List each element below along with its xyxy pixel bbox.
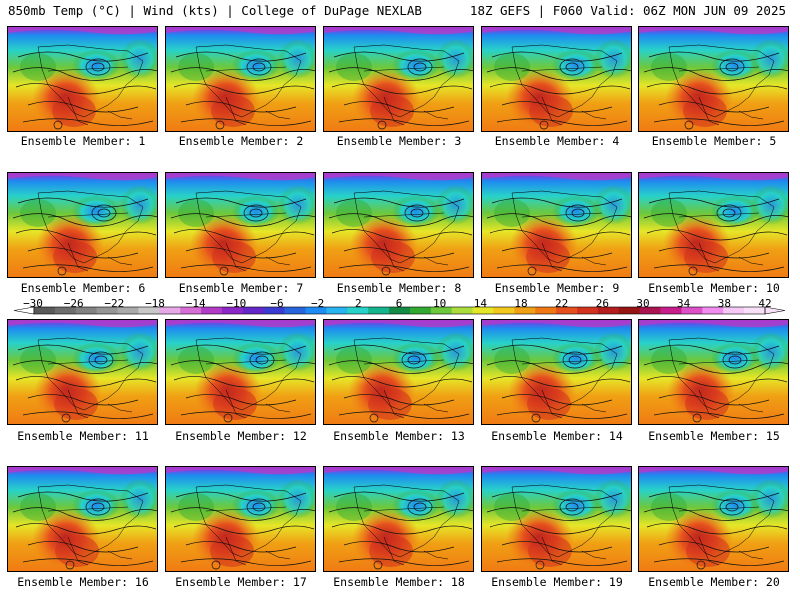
colorbar-tick-label: 26	[595, 297, 609, 310]
colorbar-tick-label: 10	[433, 297, 447, 310]
colorbar-swatch	[681, 307, 703, 314]
ensemble-member-map	[638, 172, 789, 278]
colorbar-swatch	[597, 307, 620, 314]
ensemble-member-label: Ensemble Member: 11	[17, 429, 149, 443]
colorbar-tick-label: −30	[23, 297, 43, 310]
colorbar-tick-label: 2	[355, 297, 362, 310]
ensemble-member-map	[7, 26, 158, 132]
ensemble-member-map	[481, 172, 632, 278]
colorbar-swatch	[556, 307, 578, 314]
ensemble-member-map	[323, 172, 474, 278]
colorbar-tick-label: 42	[758, 297, 772, 310]
colorbar-tick-label: 22	[555, 297, 569, 310]
colorbar-swatch	[117, 307, 139, 314]
colorbar-swatch	[723, 307, 745, 314]
run-valid-time: 18Z GEFS | F060 Valid: 06Z MON JUN 09 20…	[469, 3, 786, 18]
colorbar-swatch	[201, 307, 223, 314]
ensemble-member-label: Ensemble Member: 15	[648, 429, 780, 443]
chart-title: 850mb Temp (°C) | Wind (kts) | College o…	[8, 3, 422, 18]
ensemble-member-label: Ensemble Member: 5	[651, 134, 777, 148]
colorbar-tick-label: 6	[395, 297, 403, 310]
ensemble-member-label: Ensemble Member: 1	[20, 134, 146, 148]
ensemble-member-label: Ensemble Member: 12	[175, 429, 307, 443]
ensemble-member-map	[7, 172, 158, 278]
colorbar-tick-label: −6	[270, 297, 284, 310]
colorbar-swatch	[326, 307, 348, 314]
colorbar-tick-label: 14	[473, 297, 487, 310]
ensemble-member-map	[323, 319, 474, 425]
colorbar-tick-label: −26	[63, 297, 84, 310]
ensemble-member-map	[638, 26, 789, 132]
colorbar-swatch	[493, 307, 515, 314]
ensemble-member-label: Ensemble Member: 18	[333, 575, 465, 589]
temperature-colorbar	[13, 306, 786, 315]
colorbar-swatch	[138, 307, 160, 314]
ensemble-member-map	[165, 319, 316, 425]
ensemble-member-label: Ensemble Member: 14	[491, 429, 623, 443]
ensemble-member-label: Ensemble Member: 3	[336, 134, 462, 148]
colorbar-swatch	[389, 307, 411, 314]
ensemble-member-label: Ensemble Member: 7	[178, 281, 304, 295]
colorbar-tick-label: −14	[185, 297, 206, 310]
colorbar-swatch	[347, 307, 369, 314]
ensemble-member-map	[323, 26, 474, 132]
ensemble-member-label: Ensemble Member: 6	[20, 281, 146, 295]
ensemble-member-label: Ensemble Member: 4	[494, 134, 620, 148]
colorbar-swatch	[221, 307, 244, 314]
colorbar-tick-label: −22	[104, 297, 125, 310]
colorbar-swatch	[514, 307, 536, 314]
ensemble-member-map	[165, 466, 316, 572]
ensemble-member-map	[481, 319, 632, 425]
colorbar-tick-label: −18	[145, 297, 165, 310]
ensemble-member-label: Ensemble Member: 9	[494, 281, 620, 295]
colorbar-tick-label: 18	[514, 297, 528, 310]
colorbar-swatch	[577, 307, 599, 314]
colorbar-swatch	[472, 307, 494, 314]
colorbar-swatch	[660, 307, 682, 314]
ensemble-member-map	[638, 466, 789, 572]
ensemble-member-label: Ensemble Member: 17	[175, 575, 307, 589]
colorbar-swatch	[305, 307, 327, 314]
colorbar-swatch	[368, 307, 390, 314]
colorbar-tick-label: 38	[717, 297, 731, 310]
colorbar-tick-label: 30	[636, 297, 650, 310]
colorbar-swatch	[96, 307, 118, 314]
ensemble-member-map	[7, 319, 158, 425]
colorbar-swatch	[34, 307, 56, 314]
colorbar-swatch	[54, 307, 77, 314]
ensemble-member-map	[481, 466, 632, 572]
ensemble-member-map	[481, 26, 632, 132]
colorbar-swatch	[75, 307, 97, 314]
colorbar-swatch	[744, 307, 766, 314]
colorbar-tick-label: 34	[677, 297, 691, 310]
ensemble-member-label: Ensemble Member: 20	[648, 575, 780, 589]
colorbar-swatch	[284, 307, 306, 314]
ensemble-member-map	[638, 319, 789, 425]
colorbar-tick-label: −2	[311, 297, 325, 310]
ensemble-member-map	[165, 26, 316, 132]
colorbar-swatch	[451, 307, 473, 314]
ensemble-member-label: Ensemble Member: 19	[491, 575, 623, 589]
ensemble-member-map	[323, 466, 474, 572]
ensemble-member-map	[165, 172, 316, 278]
colorbar-swatch	[242, 307, 265, 314]
ensemble-member-label: Ensemble Member: 16	[17, 575, 149, 589]
colorbar-swatch	[159, 307, 181, 314]
colorbar-swatch	[639, 307, 661, 314]
colorbar-swatch	[702, 307, 724, 314]
colorbar-swatch	[409, 307, 432, 314]
colorbar-swatch	[535, 307, 557, 314]
ensemble-member-label: Ensemble Member: 10	[648, 281, 780, 295]
colorbar-swatch	[618, 307, 640, 314]
ensemble-member-map	[7, 466, 158, 572]
colorbar-swatch	[263, 307, 285, 314]
colorbar-swatch	[430, 307, 453, 314]
ensemble-member-label: Ensemble Member: 8	[336, 281, 462, 295]
ensemble-member-label: Ensemble Member: 2	[178, 134, 304, 148]
colorbar-swatch	[180, 307, 202, 314]
ensemble-member-label: Ensemble Member: 13	[333, 429, 465, 443]
colorbar-tick-label: −10	[226, 297, 247, 310]
